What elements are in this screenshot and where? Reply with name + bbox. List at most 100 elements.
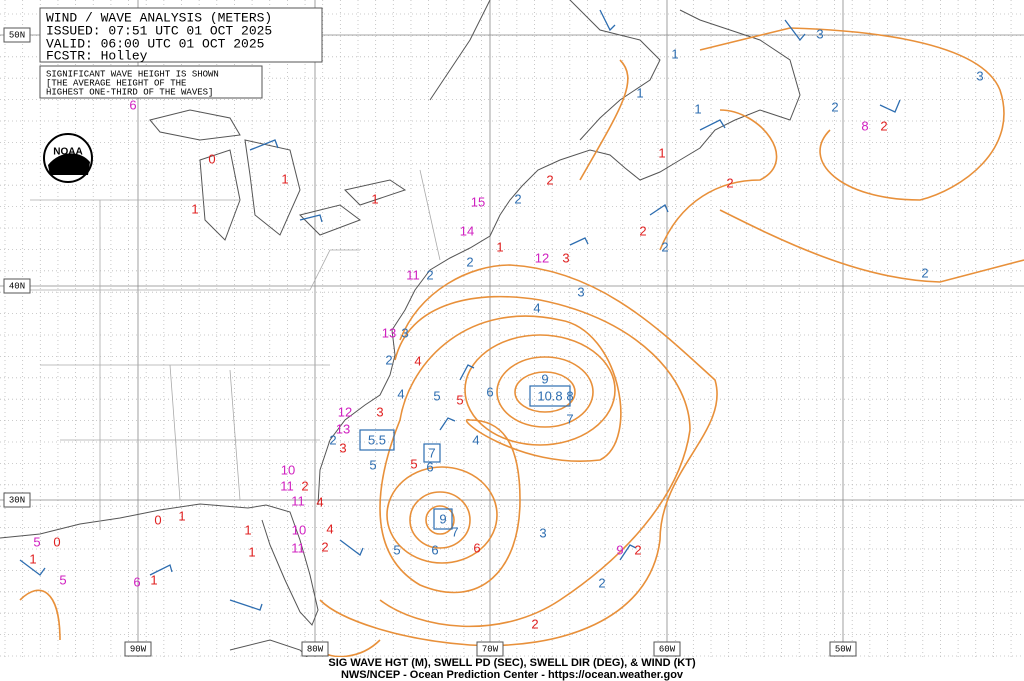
wave-height: 2 <box>634 542 641 557</box>
longitude-label: 70W <box>482 644 499 654</box>
label-bg <box>653 641 681 657</box>
contour-label: 2 <box>598 575 605 590</box>
wave-height: 3 <box>376 404 383 419</box>
footer-line: SIG WAVE HGT (M), SWELL PD (SEC), SWELL … <box>328 657 696 669</box>
contour-label: 3 <box>401 325 408 340</box>
contour-label: 3 <box>539 525 546 540</box>
label-bg <box>3 492 31 508</box>
swell-period: 13 <box>336 421 350 436</box>
latitude-label: 30N <box>9 495 25 505</box>
contour-label: 2 <box>831 99 838 114</box>
note-box: SIGNIFICANT WAVE HEIGHT IS SHOWN [THE AV… <box>39 65 263 99</box>
contour-label: 6 <box>431 542 438 557</box>
wave-height: 1 <box>496 239 503 254</box>
contour-label: 6 <box>426 459 433 474</box>
wave-height: 2 <box>546 172 553 187</box>
wave-height: 5 <box>456 392 463 407</box>
contour-label: 4 <box>397 386 404 401</box>
maximum-label: 7 <box>428 445 435 460</box>
note-line: [THE AVERAGE HEIGHT OF THE <box>46 78 186 88</box>
contour-label: 9 <box>541 371 548 386</box>
logo-text: NOAA <box>53 147 82 158</box>
wave-height: 2 <box>880 118 887 133</box>
maximum-label: 9 <box>439 511 446 526</box>
wave-height: 0 <box>208 151 215 166</box>
contour-label: 3 <box>577 284 584 299</box>
swell-period: 11 <box>291 493 305 508</box>
maximum-label: 5.5 <box>368 432 386 447</box>
contour-label: 2 <box>385 352 392 367</box>
wave-height: 4 <box>414 353 421 368</box>
contour-label: 5 <box>369 457 376 472</box>
swell-period: 6 <box>133 574 140 589</box>
label-bg <box>124 641 152 657</box>
label-bg <box>3 278 31 294</box>
wave-height: 2 <box>531 616 538 631</box>
contour-label: 5 <box>393 542 400 557</box>
note-line: HIGHEST ONE-THIRD OF THE WAVES] <box>46 87 213 97</box>
wave-height: 1 <box>244 522 251 537</box>
longitude-label: 50W <box>835 644 852 654</box>
wave-height: 2 <box>726 175 733 190</box>
header-box: WIND / WAVE ANALYSIS (METERS) ISSUED: 07… <box>39 7 323 63</box>
swell-period: 12 <box>535 250 549 265</box>
label-bg <box>3 27 31 43</box>
wave-height: 6 <box>473 540 480 555</box>
label-bg <box>301 641 329 657</box>
wave-height: 1 <box>371 191 378 206</box>
wave-height: 2 <box>321 539 328 554</box>
swell-period: 11 <box>280 478 294 493</box>
note-line: SIGNIFICANT WAVE HEIGHT IS SHOWN <box>46 69 219 79</box>
swell-period: 9 <box>616 542 623 557</box>
contour-label: 8 <box>566 388 573 403</box>
header-valid: VALID: 06:00 UTC 01 OCT 2025 <box>46 36 264 51</box>
header-forecaster: FCSTR: Holley <box>46 48 148 63</box>
noaa-logo: NOAA <box>43 133 93 183</box>
maxima-boxes <box>359 385 571 530</box>
wave-height: 1 <box>150 572 157 587</box>
contour-label: 7 <box>451 524 458 539</box>
longitude-label: 80W <box>307 644 324 654</box>
contour-label: 3 <box>816 26 823 41</box>
wave-height: 1 <box>658 145 665 160</box>
swell-period: 13 <box>382 325 396 340</box>
wave-height: 1 <box>178 508 185 523</box>
contour-label: 3 <box>976 68 983 83</box>
wave-height: 0 <box>154 512 161 527</box>
wave-height: 2 <box>301 478 308 493</box>
wave-height: 3 <box>339 440 346 455</box>
swell-period: 5 <box>59 572 66 587</box>
latitude-label: 50N <box>9 30 25 40</box>
swell-period: 10 <box>281 462 295 477</box>
state-borders <box>30 169 441 530</box>
contour-label: 2 <box>426 267 433 282</box>
swell-period: 11 <box>406 267 420 282</box>
swell-period: 12 <box>338 404 352 419</box>
swell-period: 8 <box>861 118 868 133</box>
label-bg <box>829 641 857 657</box>
wave-height: 4 <box>316 494 323 509</box>
contour-label: 1 <box>671 46 678 61</box>
contour-label: 4 <box>533 300 540 315</box>
swell-period: 14 <box>460 223 474 238</box>
footer-line: NWS/NCEP - Ocean Prediction Center - htt… <box>341 669 684 681</box>
wind-barbs <box>19 9 901 611</box>
label-bg <box>476 641 504 657</box>
wave-contours <box>19 27 1024 658</box>
contour-label: 2 <box>661 239 668 254</box>
contour-label: 2 <box>921 265 928 280</box>
wave-height: 2 <box>639 223 646 238</box>
wave-height: 5 <box>410 456 417 471</box>
contour-label: 4 <box>472 432 479 447</box>
contour-label: 1 <box>636 85 643 100</box>
contour-label: 2 <box>514 191 521 206</box>
maximum-label: 10.8 <box>537 388 562 403</box>
longitude-label: 60W <box>659 644 676 654</box>
contour-label: 1 <box>694 101 701 116</box>
contour-label: 6 <box>486 384 493 399</box>
header-title: WIND / WAVE ANALYSIS (METERS) <box>46 10 272 25</box>
swell-period: 10 <box>292 522 306 537</box>
wave-height: 4 <box>326 521 333 536</box>
